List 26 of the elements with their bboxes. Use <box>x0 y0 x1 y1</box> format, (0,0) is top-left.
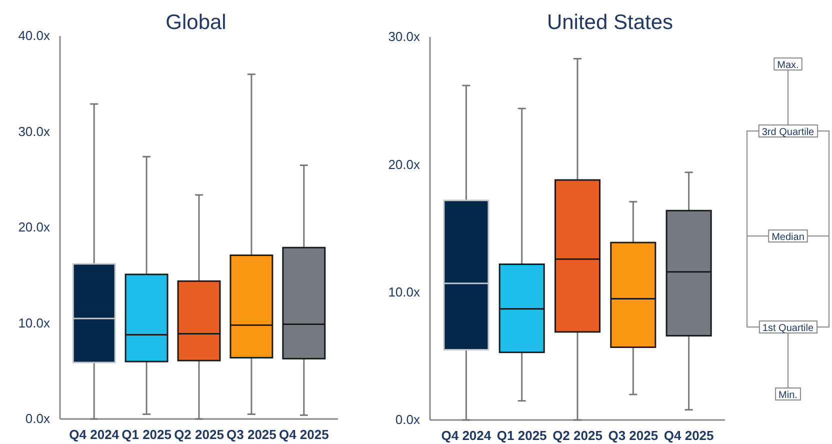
x-tick-label: Q2 2025 <box>552 428 602 444</box>
text: 1st Quartile <box>762 323 814 334</box>
x-tick-label: Q3 2025 <box>226 427 276 442</box>
y-tick-label: 30.0x <box>18 124 50 139</box>
y-tick-label: 20.0x <box>18 220 50 235</box>
x-tick-label: Q4 2025 <box>664 428 714 444</box>
y-tick-label: 30.0x <box>388 29 420 44</box>
x-tick-label: Q1 2025 <box>122 427 172 442</box>
y-tick-label: 10.0x <box>18 315 50 330</box>
x-tick-label: Q2 2025 <box>174 427 224 442</box>
chart-title: United States <box>546 11 674 34</box>
x-tick-label: Q3 2025 <box>608 428 658 444</box>
x-tick-label: Q4 2024 <box>69 427 120 442</box>
y-tick-label: 10.0x <box>388 284 420 300</box>
chart-title: Global <box>166 11 226 34</box>
x-tick-label: Q4 2024 <box>441 428 492 444</box>
text: 3rd Quartile <box>762 127 815 138</box>
x-tick-label: Q1 2025 <box>496 428 547 444</box>
y-tick-label: 20.0x <box>388 156 420 172</box>
text: Max. <box>777 60 799 71</box>
y-tick-label: 0.0x <box>25 411 50 426</box>
y-tick-label: 40.0x <box>18 28 50 44</box>
text: Min. <box>778 390 798 401</box>
text: Median <box>772 232 804 243</box>
y-tick-label: 0.0x <box>395 412 420 428</box>
x-tick-label: Q4 2025 <box>278 427 329 442</box>
